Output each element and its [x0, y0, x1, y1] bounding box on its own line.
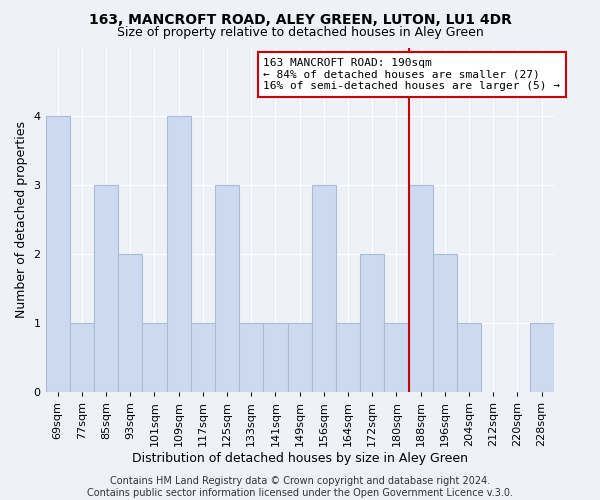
- Bar: [263, 324, 287, 392]
- Bar: [167, 116, 191, 392]
- Bar: [312, 186, 336, 392]
- Y-axis label: Number of detached properties: Number of detached properties: [15, 122, 28, 318]
- Bar: [385, 324, 409, 392]
- Bar: [70, 324, 94, 392]
- X-axis label: Distribution of detached houses by size in Aley Green: Distribution of detached houses by size …: [131, 452, 467, 465]
- Text: 163, MANCROFT ROAD, ALEY GREEN, LUTON, LU1 4DR: 163, MANCROFT ROAD, ALEY GREEN, LUTON, L…: [89, 12, 511, 26]
- Bar: [409, 186, 433, 392]
- Text: 163 MANCROFT ROAD: 190sqm
← 84% of detached houses are smaller (27)
16% of semi-: 163 MANCROFT ROAD: 190sqm ← 84% of detac…: [263, 58, 560, 91]
- Bar: [336, 324, 360, 392]
- Text: Size of property relative to detached houses in Aley Green: Size of property relative to detached ho…: [116, 26, 484, 39]
- Bar: [287, 324, 312, 392]
- Bar: [118, 254, 142, 392]
- Bar: [433, 254, 457, 392]
- Bar: [457, 324, 481, 392]
- Text: Contains HM Land Registry data © Crown copyright and database right 2024.
Contai: Contains HM Land Registry data © Crown c…: [87, 476, 513, 498]
- Bar: [142, 324, 167, 392]
- Bar: [360, 254, 385, 392]
- Bar: [94, 186, 118, 392]
- Bar: [46, 116, 70, 392]
- Bar: [191, 324, 215, 392]
- Bar: [530, 324, 554, 392]
- Bar: [215, 186, 239, 392]
- Bar: [239, 324, 263, 392]
